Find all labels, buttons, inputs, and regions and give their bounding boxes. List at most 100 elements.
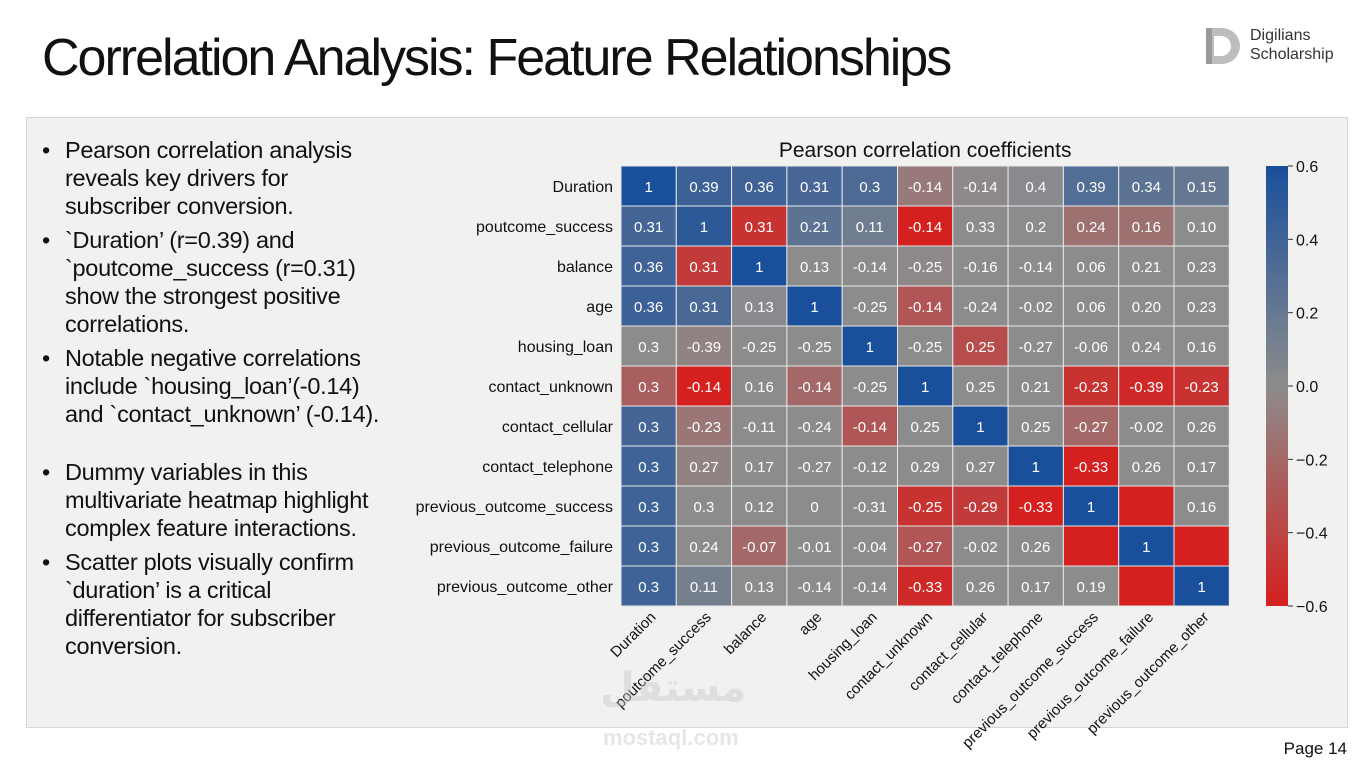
cell-label: 0.17 — [1021, 579, 1050, 596]
cell-label: 0.3 — [638, 579, 659, 596]
cell-label: 0.13 — [745, 579, 774, 596]
heatmap-cell — [897, 165, 954, 207]
cell-label: 0.24 — [1132, 339, 1161, 356]
cell-label: 0.4 — [1025, 179, 1046, 196]
heatmap-cell — [952, 285, 1009, 327]
heatmap-cell — [1062, 285, 1120, 327]
heatmap-cell — [1007, 165, 1064, 207]
cell-label: 0.33 — [966, 219, 995, 236]
cell-label: -0.25 — [908, 499, 942, 516]
heatmap-cell — [841, 285, 899, 327]
heatmap-cell — [1062, 525, 1120, 567]
cell-label: -0.16 — [963, 259, 997, 276]
cell-label: -0.01 — [797, 539, 831, 556]
cell-label: -0.27 — [797, 459, 831, 476]
bullet-item: Pearson correlation analysis reveals key… — [42, 136, 392, 220]
cell-label: 0.2 — [1025, 219, 1046, 236]
row-label: age — [586, 299, 613, 316]
cell-label: 0.23 — [1187, 259, 1216, 276]
heatmap-cell — [1118, 565, 1175, 607]
cell-label: 1 — [1142, 539, 1150, 556]
colorbar-tick-label: 0.2 — [1296, 306, 1318, 323]
column-label: balance — [721, 609, 770, 658]
cell-label: 0.13 — [800, 259, 829, 276]
heatmap-cell — [620, 405, 677, 447]
cell-label: 1 — [810, 299, 818, 316]
cell-label: -0.14 — [853, 579, 887, 596]
cell-label: -0.31 — [853, 499, 887, 516]
row-label: Duration — [553, 179, 613, 196]
heatmap-cell — [1173, 245, 1230, 287]
cell-label: -0.14 — [687, 379, 721, 396]
cell-label: -0.06 — [1074, 339, 1108, 356]
heatmap-cell — [952, 245, 1009, 287]
heatmap-cell — [841, 565, 899, 607]
cell-label: 0.23 — [1187, 299, 1216, 316]
heatmap-cell — [952, 565, 1009, 607]
cell-label: 0.34 — [1132, 179, 1161, 196]
heatmap-cell — [841, 245, 899, 287]
colorbar-tick-label: −0.2 — [1296, 452, 1328, 469]
page-number: Page 14 — [1283, 739, 1347, 758]
cell-label: 0.20 — [1132, 299, 1161, 316]
heatmap-cell — [731, 525, 788, 567]
cell-label: 0.21 — [1021, 379, 1050, 396]
heatmap-cell — [620, 245, 677, 287]
cell-label: -0.25 — [742, 339, 776, 356]
heatmap-cell — [841, 205, 899, 247]
heatmap-cell — [786, 485, 843, 527]
cell-label: 0.36 — [634, 259, 663, 276]
heatmap-cell — [1118, 205, 1175, 247]
cell-label: -0.27 — [1074, 419, 1108, 436]
cell-label: -0.14 — [853, 419, 887, 436]
cell-label: 0.26 — [1187, 419, 1216, 436]
cell-label: 0.31 — [689, 299, 718, 316]
cell-label: 1 — [1087, 499, 1095, 516]
cell-label: 1 — [866, 339, 874, 356]
cell-label: -0.07 — [742, 539, 776, 556]
row-label: contact_telephone — [482, 459, 613, 476]
cell-label: -0.39 — [1129, 379, 1163, 396]
cell-label: -0.23 — [1185, 379, 1219, 396]
cell-label: 0.36 — [745, 179, 774, 196]
cell-label: 0.12 — [745, 499, 774, 516]
cell-label: 0.21 — [800, 219, 829, 236]
heatmap-cell — [1173, 405, 1230, 447]
heatmap-cell — [675, 325, 733, 367]
cell-label: 0.06 — [1076, 299, 1105, 316]
heatmap-cell — [786, 245, 843, 287]
cell-label: -0.33 — [1074, 459, 1108, 476]
heatmap-cell — [1007, 565, 1064, 607]
cell-label: 0.36 — [634, 299, 663, 316]
heatmap-cell — [675, 285, 733, 327]
cell-label: 0.3 — [694, 499, 715, 516]
cell-label: 0.27 — [689, 459, 718, 476]
cell-label: 0.16 — [1187, 339, 1216, 356]
cell-label: -0.14 — [797, 379, 831, 396]
cell-label: 0.16 — [1132, 219, 1161, 236]
colorbar-tick-label: −0.6 — [1296, 599, 1328, 616]
heatmap-cell — [897, 405, 954, 447]
cell-label: -0.04 — [853, 539, 887, 556]
cell-label: 0.17 — [1187, 459, 1216, 476]
cell-label: 0.11 — [690, 579, 718, 596]
heatmap-cell — [620, 165, 677, 207]
heatmap-cell — [731, 165, 788, 207]
cell-label: 0.25 — [966, 339, 995, 356]
cell-label: -0.11 — [743, 419, 776, 436]
heatmap-cell — [897, 525, 954, 567]
cell-label: -0.25 — [853, 379, 887, 396]
cell-label: 0 — [810, 499, 818, 516]
row-label: previous_outcome_failure — [430, 539, 613, 556]
cell-label: -0.29 — [963, 499, 997, 516]
watermark-arabic: مستقل — [600, 665, 747, 711]
cell-label: 0.3 — [638, 499, 659, 516]
cell-label: 0.25 — [966, 379, 995, 396]
cell-label: -0.14 — [908, 219, 942, 236]
heatmap-cell — [675, 485, 733, 527]
digilians-logo: Digilians Scholarship — [1200, 22, 1360, 72]
heatmap-cell — [1007, 365, 1064, 407]
cell-label: -0.27 — [1019, 339, 1053, 356]
row-label: balance — [557, 259, 613, 276]
